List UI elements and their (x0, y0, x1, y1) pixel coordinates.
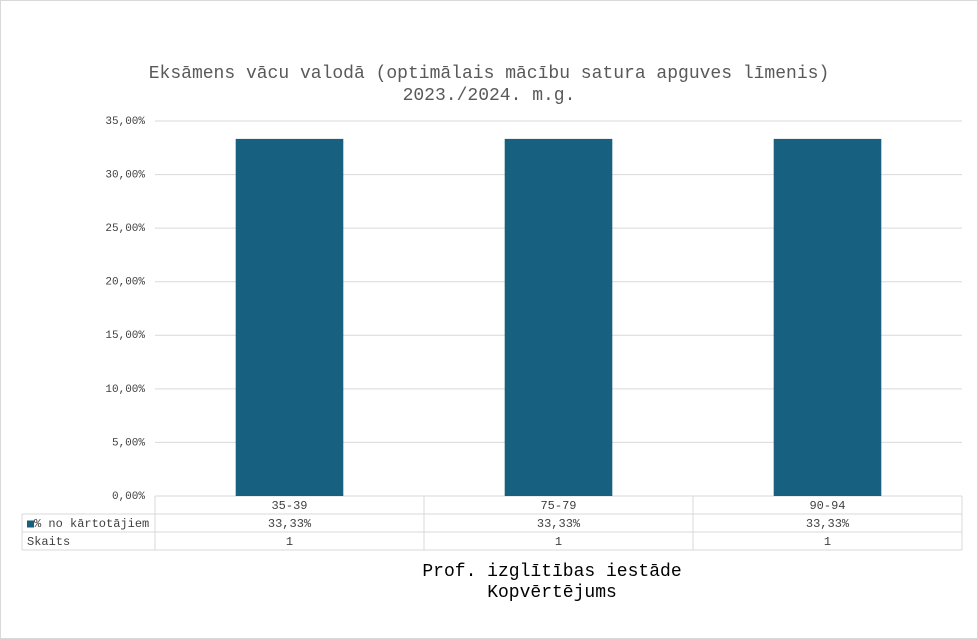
x-tick-label: 90-94 (809, 499, 845, 513)
table-value: 1 (286, 535, 293, 549)
x-title: Kopvērtējums (487, 583, 617, 603)
legend-swatch (27, 520, 34, 528)
x-tick-label: 75-79 (540, 499, 576, 513)
x-title: Prof. izglītības iestāde (422, 562, 681, 582)
y-tick-label: 20,00% (105, 277, 145, 289)
table-value: 1 (824, 535, 831, 549)
table-value: 1 (555, 535, 562, 549)
x-tick-label: 35-39 (271, 499, 307, 513)
bar (773, 138, 882, 496)
y-tick-label: 25,00% (105, 223, 145, 235)
y-tick-label: 35,00% (105, 116, 145, 128)
chart-subtitle: 2023./2024. m.g. (403, 86, 576, 106)
table-value: 33,33% (537, 517, 581, 531)
legend-label: % no kārtotājiem (34, 517, 149, 531)
table-value: 33,33% (268, 517, 312, 531)
y-tick-label: 0,00% (112, 491, 145, 503)
bar (504, 138, 613, 496)
y-tick-label: 15,00% (105, 330, 145, 342)
table-value: 33,33% (806, 517, 850, 531)
y-tick-label: 10,00% (105, 384, 145, 396)
table-row-label: Skaits (27, 535, 70, 549)
y-tick-label: 5,00% (112, 437, 145, 449)
y-tick-label: 30,00% (105, 169, 145, 181)
bar (235, 138, 344, 496)
chart-title: Eksāmens vācu valodā (optimālais mācību … (149, 64, 830, 84)
